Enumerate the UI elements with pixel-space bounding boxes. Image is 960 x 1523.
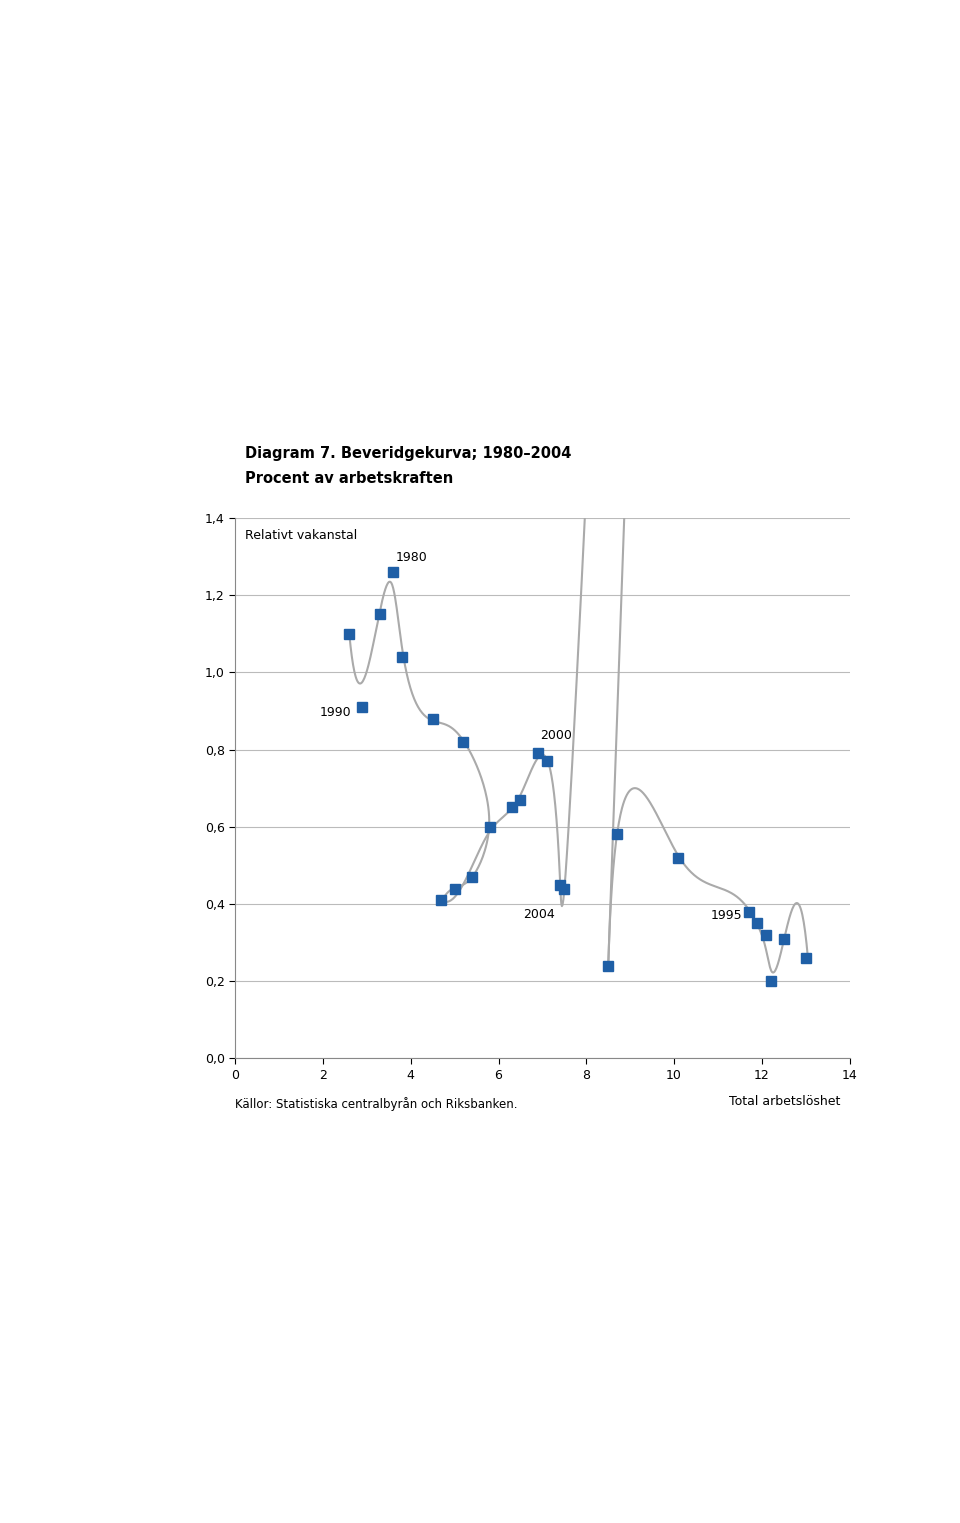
Text: Relativt vakanstal: Relativt vakanstal — [245, 530, 357, 542]
Text: Källor: Statistiska centralbyrån och Riksbanken.: Källor: Statistiska centralbyrån och Rik… — [235, 1097, 517, 1110]
Text: Diagram 7. Beveridgekurva; 1980–2004: Diagram 7. Beveridgekurva; 1980–2004 — [245, 446, 571, 461]
Text: Total arbetslöshet: Total arbetslöshet — [730, 1095, 841, 1109]
Text: 1980: 1980 — [396, 551, 427, 564]
Text: 1990: 1990 — [320, 707, 351, 719]
Text: 2000: 2000 — [540, 730, 572, 742]
Text: 1995: 1995 — [710, 909, 742, 921]
Text: 2004: 2004 — [522, 908, 555, 921]
Text: Procent av arbetskraften: Procent av arbetskraften — [245, 471, 453, 486]
